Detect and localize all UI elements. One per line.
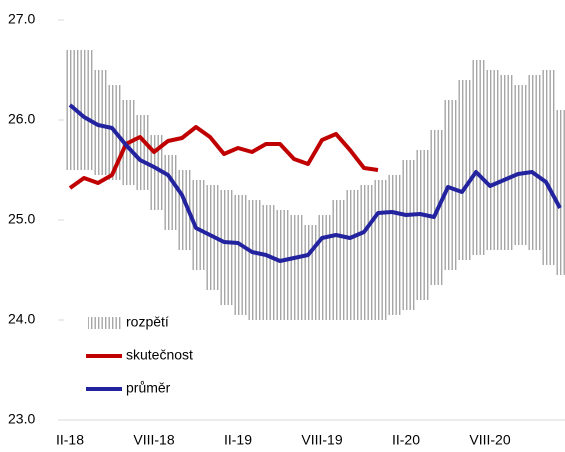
- range-bar: [163, 155, 177, 230]
- range-bar: [541, 70, 555, 265]
- range-bar: [261, 205, 275, 320]
- y-tick-label: 27.0: [8, 11, 35, 27]
- range-bar: [331, 200, 345, 320]
- range-bar: [289, 215, 303, 320]
- range-bar: [149, 135, 163, 210]
- range-bar: [233, 195, 247, 315]
- x-tick-label: VIII-19: [301, 432, 342, 448]
- range-bar: [513, 85, 527, 245]
- legend-swatch: [88, 317, 122, 329]
- range-bar: [471, 60, 485, 255]
- y-tick-label: 23.0: [8, 411, 35, 427]
- y-tick-label: 25.0: [8, 211, 35, 227]
- range-bar: [93, 70, 107, 175]
- range-bar: [429, 130, 443, 285]
- range-bar: [415, 150, 429, 300]
- x-tick-label: VIII-20: [469, 432, 510, 448]
- y-tick-label: 26.0: [8, 111, 35, 127]
- range-bar: [485, 70, 499, 250]
- range-bar: [275, 210, 289, 320]
- range-bar: [303, 225, 317, 320]
- x-tick-label: VIII-18: [133, 432, 174, 448]
- range-bar: [499, 75, 513, 250]
- x-tick-label: II-20: [392, 432, 420, 448]
- x-tick-label: II-19: [224, 432, 252, 448]
- range-bar: [135, 115, 149, 190]
- legend-label: průměr: [126, 380, 171, 396]
- range-bar: [219, 190, 233, 305]
- legend-label: skutečnost: [126, 347, 193, 363]
- range-bar: [79, 50, 93, 170]
- range-bar: [191, 180, 205, 270]
- range-bar: [401, 160, 415, 310]
- y-tick-label: 24.0: [8, 311, 35, 327]
- range-bar: [387, 175, 401, 315]
- range-bar: [345, 190, 359, 320]
- range-bar: [373, 180, 387, 320]
- range-bar: [555, 110, 565, 275]
- range-bar: [317, 215, 331, 320]
- series-line: [68, 103, 562, 263]
- legend-label: rozpětí: [126, 314, 169, 330]
- range-bar: [65, 50, 79, 170]
- range-bar: [247, 200, 261, 320]
- range-bar: [359, 185, 373, 320]
- range-bar: [527, 75, 541, 250]
- range-bar: [443, 100, 457, 270]
- series-line: [68, 125, 379, 190]
- x-tick-label: II-18: [56, 432, 84, 448]
- range-bar: [457, 80, 471, 260]
